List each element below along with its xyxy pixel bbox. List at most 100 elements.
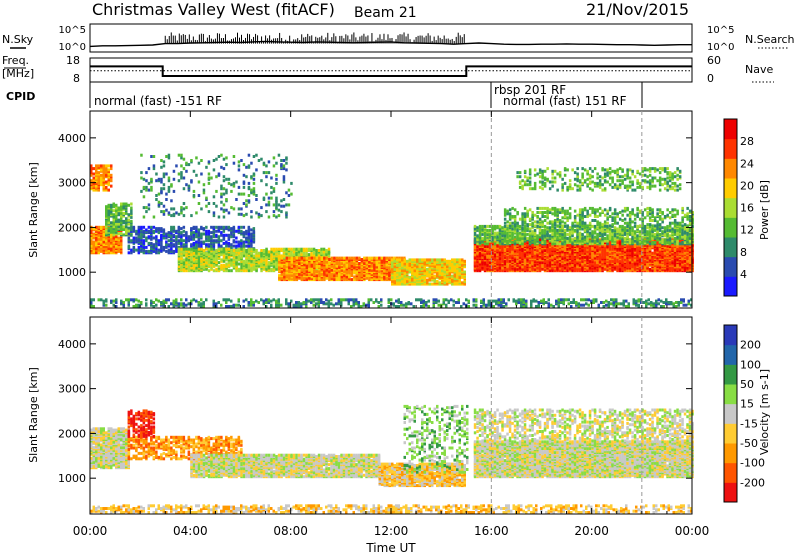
heatmap-cell [217,225,221,229]
heatmap-cell [180,235,183,239]
heatmap-cell [217,265,221,269]
heatmap-cell [202,227,206,231]
heatmap-cell [140,248,143,252]
heatmap-cell [232,253,236,257]
heatmap-cell [177,239,181,243]
heatmap-cell [115,229,118,233]
heatmap-cell [511,245,514,248]
heatmap-cell [255,251,258,255]
nsearch-label: N.Search [745,33,795,46]
heatmap-cell [305,270,309,274]
heatmap-cell [237,247,241,251]
heatmap-cell [401,274,404,278]
heatmap-cell [333,264,336,268]
heatmap-cell [411,277,414,281]
heatmap-cell [177,245,181,249]
heatmap-cell [353,275,356,279]
heatmap-cell [322,247,326,251]
heatmap-cell [626,249,629,252]
heatmap-cell [438,258,441,262]
heatmap-cell [651,251,654,255]
heatmap-cell [220,244,223,248]
heatmap-cell [222,263,226,267]
heatmap-cell [167,251,171,255]
heatmap-cell [501,269,504,273]
heatmap-cell [182,247,186,251]
heatmap-cell [225,233,228,237]
heatmap-cell [378,256,381,260]
heatmap-cell [237,225,241,229]
heatmap-cell [190,266,193,270]
heatmap-cell [358,262,361,265]
heatmap-cell [411,258,414,262]
heatmap-cell [388,256,391,260]
heatmap-cell [142,241,146,245]
heatmap-cell [127,232,131,236]
heatmap-cell [270,250,273,254]
heatmap-cell [177,265,181,269]
heatmap-cell [210,266,213,270]
heatmap-cell [147,229,151,233]
heatmap-cell [137,225,141,229]
heatmap-cell [215,225,218,229]
heatmap-cell [428,278,431,282]
heatmap-cell [190,232,193,236]
heatmap-cell [185,247,188,251]
heatmap-cell [112,221,115,225]
heatmap-cell [307,247,311,251]
heatmap-cell [107,203,110,207]
heatmap-cell [192,258,196,262]
heatmap-cell [127,251,131,255]
heatmap-cell [267,261,271,265]
heatmap-cell [172,225,176,229]
heatmap-cell [140,235,143,239]
heatmap-cell [187,269,191,273]
heatmap-cell [95,243,98,247]
heatmap-cell [541,261,544,265]
heatmap-cell [250,228,253,232]
heatmap-cell [315,264,319,268]
heatmap-cell [130,206,133,210]
heatmap-cell [100,173,103,177]
heatmap-cell [648,267,652,271]
heatmap-cell [423,278,426,282]
heatmap-cell [235,249,238,252]
heatmap-cell [345,275,349,279]
heatmap-cell [343,256,346,260]
heatmap-cell [613,253,617,257]
heatmap-cell [247,235,251,239]
heatmap-cell [200,244,203,248]
heatmap-cell [275,261,278,265]
heatmap-cell [97,164,100,168]
heatmap-cell [340,262,344,265]
heatmap-cell [155,241,158,245]
heatmap-cell [92,227,95,231]
heatmap-cell [175,249,178,253]
heatmap-cell [107,164,110,168]
heatmap-cell [463,270,466,274]
heatmap-cell [526,243,529,247]
heatmap-cell [293,262,296,265]
beam-label: Beam 21 [354,5,417,21]
heatmap-cell [353,256,356,260]
heatmap-cell [122,233,125,237]
heatmap-cell [546,245,549,248]
heatmap-cell [348,259,351,263]
heatmap-cell [122,202,125,206]
heatmap-cell [348,274,351,278]
heatmap-cell [215,239,218,243]
heatmap-cell [227,241,231,245]
heatmap-cell [207,232,211,236]
heatmap-cell [277,247,281,251]
heatmap-cell [200,247,203,251]
heatmap-cell [197,231,201,235]
heatmap-cell [102,172,105,176]
heatmap-cell [596,246,599,250]
heatmap-cell [125,229,128,233]
heatmap-cell [100,240,103,244]
heatmap-cell [358,256,361,260]
heatmap-cell [646,262,649,266]
heatmap-cell [373,268,376,272]
heatmap-cell [157,227,161,231]
heatmap-cell [207,269,211,273]
